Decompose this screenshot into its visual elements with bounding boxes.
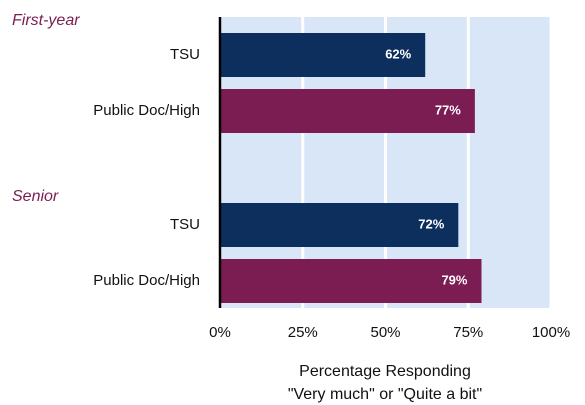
value-label: 62% <box>385 46 411 61</box>
x-axis-label: Percentage Responding <box>299 363 471 380</box>
x-tick-label: 25% <box>288 324 318 341</box>
category-label: TSU <box>170 46 200 63</box>
bar <box>220 89 475 133</box>
value-label: 79% <box>441 272 467 287</box>
x-tick-label: 0% <box>209 324 231 341</box>
category-label: TSU <box>170 216 200 233</box>
bar <box>220 33 426 77</box>
x-axis-label: "Very much" or "Quite a bit" <box>288 386 482 403</box>
group-label: Senior <box>12 188 59 205</box>
value-label: 77% <box>435 102 461 117</box>
value-label: 72% <box>418 216 444 231</box>
bar <box>220 203 459 247</box>
category-label: Public Doc/High <box>93 102 200 119</box>
bar <box>220 259 482 303</box>
x-tick-label: 75% <box>453 324 483 341</box>
x-tick-label: 100% <box>532 324 570 341</box>
x-tick-label: 50% <box>370 324 400 341</box>
category-label: Public Doc/High <box>93 272 200 289</box>
group-label: First-year <box>12 12 80 29</box>
